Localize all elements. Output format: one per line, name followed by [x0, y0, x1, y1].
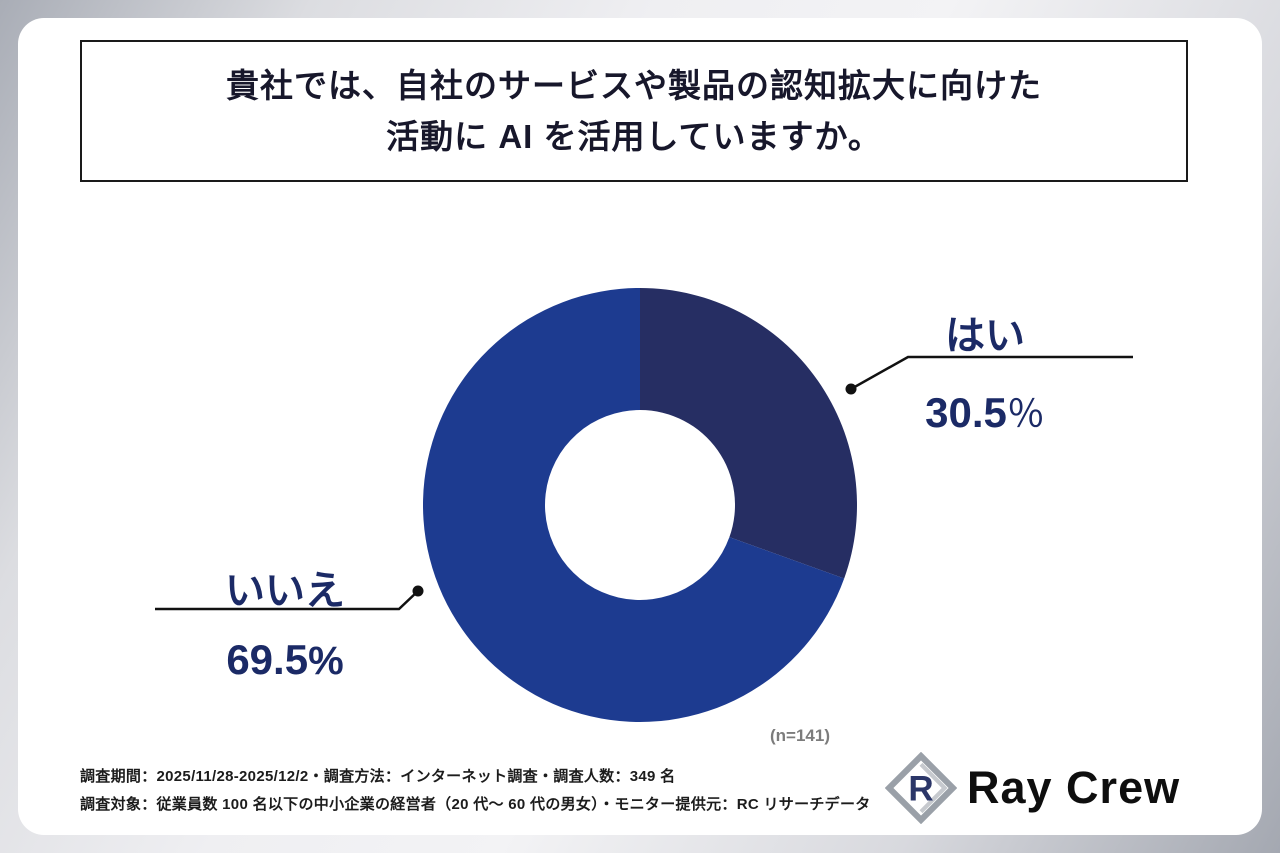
donut-slices	[423, 288, 858, 723]
callout-yes: はい 30.5％	[870, 303, 1100, 438]
callout-no-value: 69.5%	[170, 636, 400, 684]
donut-slice-はい	[640, 288, 858, 579]
callout-no-percent-sign: %	[308, 639, 344, 683]
leader-line-no	[155, 590, 419, 611]
donut-slice-いいえ	[423, 288, 845, 723]
svg-text:R: R	[908, 769, 933, 808]
callout-no: いいえ 69.5%	[170, 558, 400, 684]
sample-size-note: (n=141)	[770, 726, 830, 745]
question-title-line1: 貴社では、自社のサービスや製品の認知拡大に向けた	[226, 66, 1042, 104]
raycrew-logo-text: Ray Crew	[967, 762, 1181, 813]
callout-yes-label: はい	[945, 314, 1025, 358]
survey-footnote-line1: 調査期間：2025/11/28-2025/12/2・調査方法：インターネット調査…	[80, 768, 676, 785]
callout-no-num: 69.5	[226, 636, 309, 683]
raycrew-logo: R Ray Crew	[885, 750, 1200, 826]
leader-line-yes	[850, 355, 1133, 391]
survey-footnote-line2: 調査対象：従業員数 100 名以下の中小企業の経営者（20 代〜 60 代の男女…	[80, 795, 871, 813]
raycrew-logo-mark-icon: R	[885, 752, 957, 824]
question-title-line2: 活動に AI を活用していますか。	[386, 118, 882, 155]
callout-yes-value: 30.5％	[870, 383, 1100, 438]
callout-yes-num: 30.5	[925, 389, 1007, 436]
survey-footnote: 調査期間：2025/11/28-2025/12/2・調査方法：インターネット調査…	[80, 763, 871, 819]
callout-no-label: いいえ	[225, 569, 345, 613]
question-title-box: 貴社では、自社のサービスや製品の認知拡大に向けた 活動に AI を活用しています…	[80, 40, 1188, 182]
callout-yes-percent-sign: ％	[1006, 394, 1045, 436]
